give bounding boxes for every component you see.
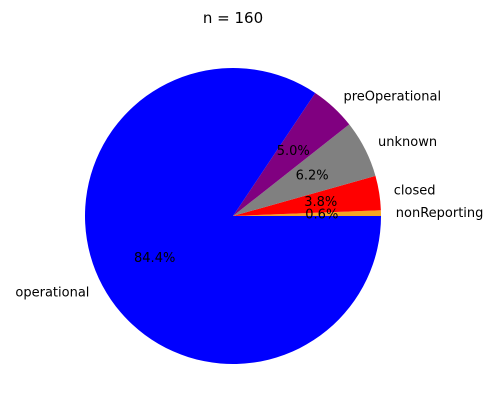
slice-label-operational: operational	[15, 286, 89, 301]
slice-percent-closed: 3.8%	[304, 195, 337, 210]
pie-slice-non-reporting	[233, 210, 381, 216]
slice-label-closed: closed	[394, 184, 436, 199]
pie-slice-closed	[233, 175, 381, 216]
slice-label-unknown: unknown	[378, 135, 437, 150]
pie-slice-pre-operational	[233, 92, 350, 216]
pie-slice-unknown	[233, 124, 376, 216]
slice-percent-non-reporting: 0.6%	[305, 207, 338, 222]
slice-label-non-reporting: nonReporting	[396, 206, 484, 221]
slice-percent-unknown: 6.2%	[296, 169, 329, 184]
pie-slices	[84, 68, 381, 365]
slice-label-pre-operational: preOperational	[344, 89, 442, 104]
slice-percent-operational: 84.4%	[134, 251, 175, 266]
pie-slice-operational	[84, 68, 381, 365]
slice-percent-pre-operational: 5.0%	[277, 144, 310, 159]
chart-title: n = 160	[203, 9, 263, 27]
slice-labels: nonReporting 0.6% closed 3.8% unknown 6.2% pre…	[15, 89, 483, 300]
